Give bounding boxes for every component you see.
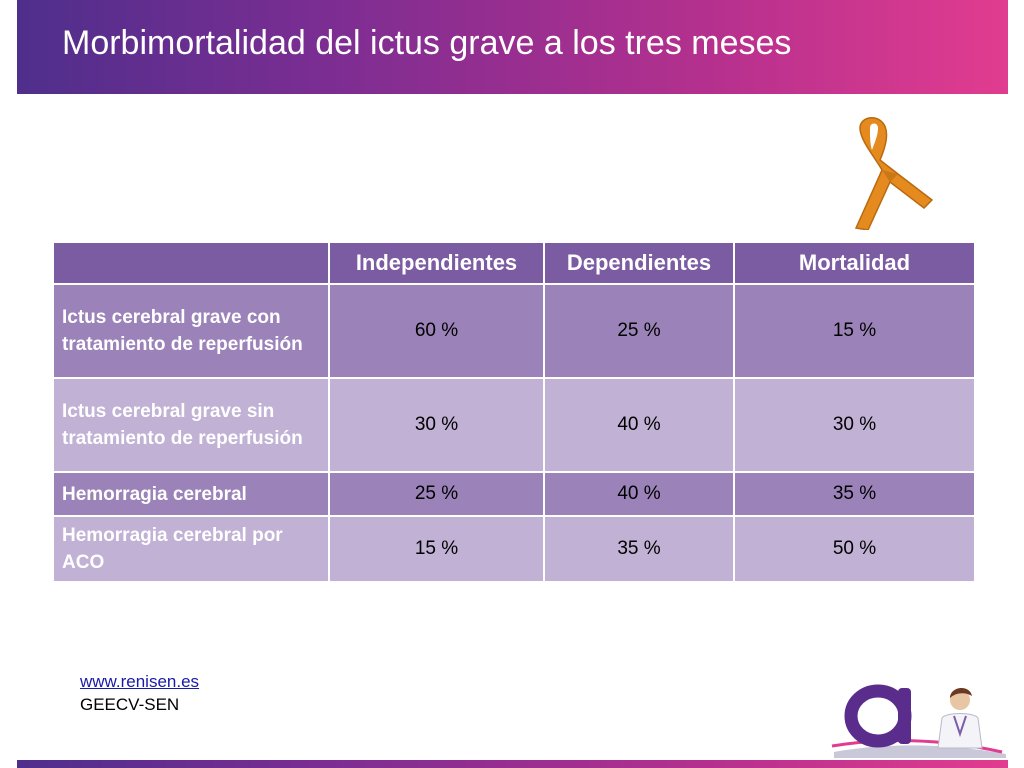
cell-mortalidad: 50 %	[733, 515, 976, 583]
cell-dependientes: 25 %	[543, 283, 735, 379]
cell-dependientes: 35 %	[543, 515, 735, 583]
cell-dependientes: 40 %	[543, 377, 735, 473]
cell-independientes: 30 %	[328, 377, 545, 473]
bottom-bar	[17, 760, 1008, 768]
table-row: Ictus cerebral grave con tratamiento de …	[52, 283, 976, 379]
table-header-row: Independientes Dependientes Mortalidad	[52, 241, 976, 285]
table-row: Hemorragia cerebral 25 % 40 % 35 %	[52, 471, 976, 517]
row-label: Hemorragia cerebral	[52, 471, 330, 517]
cell-independientes: 15 %	[328, 515, 545, 583]
cell-independientes: 60 %	[328, 283, 545, 379]
row-label: Ictus cerebral grave sin tratamiento de …	[52, 377, 330, 473]
cell-mortalidad: 35 %	[733, 471, 976, 517]
row-label: Ictus cerebral grave con tratamiento de …	[52, 283, 330, 379]
cell-mortalidad: 15 %	[733, 283, 976, 379]
org-name: GEECV-SEN	[80, 695, 180, 714]
header-independientes: Independientes	[328, 241, 545, 285]
title-bar: Morbimortalidad del ictus grave a los tr…	[17, 0, 1008, 94]
table-row: Hemorragia cerebral por ACO 15 % 35 % 50…	[52, 515, 976, 583]
cell-mortalidad: 30 %	[733, 377, 976, 473]
renisen-logo-icon	[831, 684, 1006, 758]
table-row: Ictus cerebral grave sin tratamiento de …	[52, 377, 976, 473]
renisen-link[interactable]: www.renisen.es	[80, 672, 200, 691]
page-title: Morbimortalidad del ictus grave a los tr…	[62, 24, 792, 62]
cell-independientes: 25 %	[328, 471, 545, 517]
awareness-ribbon-icon	[854, 117, 934, 230]
morbimortality-table: Independientes Dependientes Mortalidad I…	[52, 241, 976, 583]
header-dependientes: Dependientes	[543, 241, 735, 285]
header-empty	[52, 241, 330, 285]
row-label: Hemorragia cerebral por ACO	[52, 515, 330, 583]
cell-dependientes: 40 %	[543, 471, 735, 517]
header-mortalidad: Mortalidad	[733, 241, 976, 285]
